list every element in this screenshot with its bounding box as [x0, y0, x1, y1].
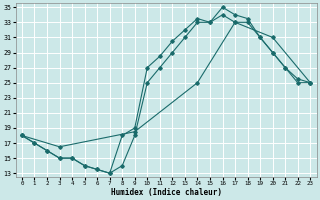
X-axis label: Humidex (Indice chaleur): Humidex (Indice chaleur) — [111, 188, 221, 197]
